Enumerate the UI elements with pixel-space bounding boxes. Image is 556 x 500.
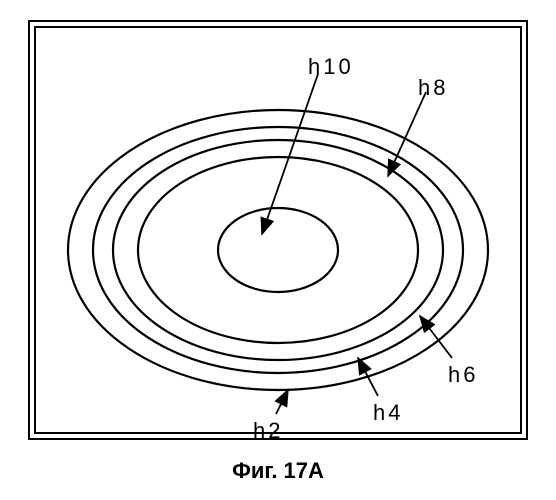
leader-h6 (420, 316, 452, 358)
label-h10: h10 (308, 54, 354, 80)
ellipses-group (68, 110, 488, 390)
figure-caption: Фиг. 17A (0, 458, 556, 484)
leader-h10 (262, 74, 318, 234)
leader-h2 (276, 390, 288, 414)
leader-h4 (358, 358, 378, 396)
label-h8: h8 (418, 75, 448, 101)
leaders-group (262, 74, 452, 414)
ellipse-h8 (138, 157, 418, 343)
ellipse-h6 (113, 140, 443, 360)
label-h6: h6 (448, 362, 478, 388)
ellipse-h2 (68, 110, 488, 390)
ellipse-h4 (93, 127, 463, 373)
label-h4: h4 (373, 400, 403, 426)
ellipse-h10 (218, 208, 338, 292)
label-h2: h2 (253, 418, 283, 444)
